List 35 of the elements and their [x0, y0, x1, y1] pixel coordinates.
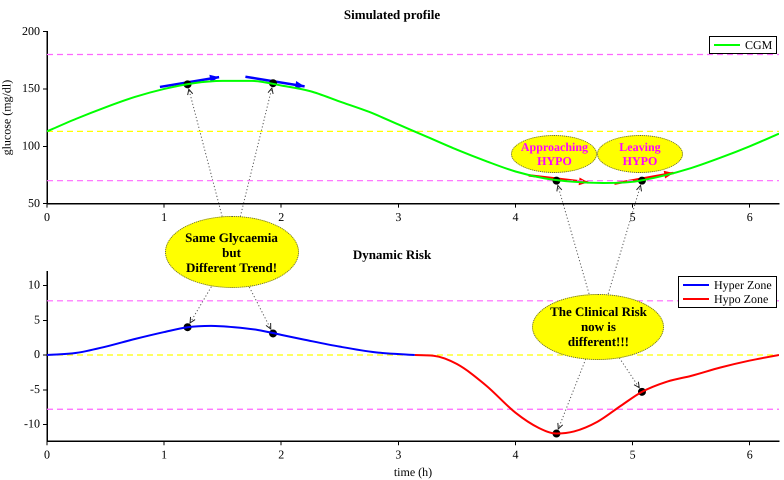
x-tick-label: 6 — [746, 210, 753, 224]
y-axis-title: glucose (mg/dl) — [0, 80, 14, 156]
y-tick-label: -5 — [30, 382, 40, 396]
legend-label: Hypo Zone — [714, 292, 768, 306]
line-series — [47, 80, 779, 184]
line-series — [47, 324, 416, 356]
y-tick-label: 5 — [34, 312, 40, 326]
y-tick-label: 100 — [22, 138, 40, 152]
x-axis-title: time (h) — [394, 464, 432, 479]
x-tick-label: 4 — [512, 448, 518, 462]
x-tick-label: 5 — [630, 210, 636, 224]
y-tick-label: -10 — [24, 416, 40, 431]
x-tick-label: 1 — [161, 210, 168, 224]
x-tick-label: 3 — [395, 448, 402, 462]
x-tick-label: 1 — [161, 448, 168, 462]
x-tick-label: 0 — [44, 448, 50, 462]
x-tick-label: 5 — [630, 448, 636, 462]
x-tick-label: 2 — [278, 448, 284, 462]
legend-label: CGM — [745, 38, 772, 52]
y-tick-label: 10 — [28, 278, 40, 292]
x-tick-label: 4 — [512, 210, 518, 224]
legend-label: Hyper Zone — [714, 278, 772, 292]
y-tick-label: 150 — [22, 81, 40, 96]
chart-title: Simulated profile — [344, 7, 440, 22]
x-tick-label: 6 — [746, 448, 753, 462]
x-tick-label: 2 — [278, 210, 284, 224]
chart-title: Dynamic Risk — [352, 247, 432, 262]
x-tick-label: 3 — [395, 210, 402, 224]
y-tick-label: 200 — [22, 24, 40, 38]
y-tick-label: 0 — [34, 347, 40, 362]
y-tick-label: 50 — [28, 196, 40, 210]
callout-bubble: The Clinical Risk now is different!!! — [532, 294, 664, 360]
label-bubble: Approaching HYPO — [511, 134, 598, 173]
label-bubble: Leaving HYPO — [596, 134, 683, 173]
x-tick-label: 0 — [44, 210, 50, 224]
